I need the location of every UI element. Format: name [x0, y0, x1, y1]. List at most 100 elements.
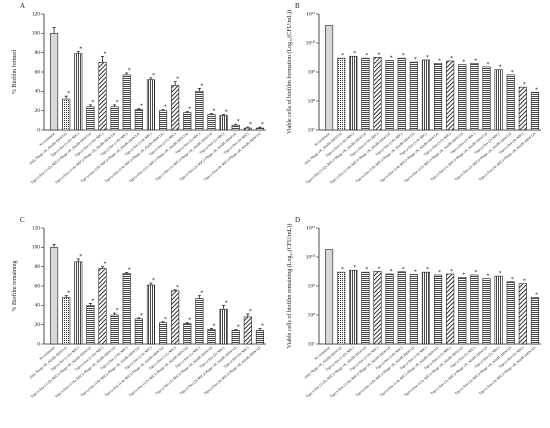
bar	[349, 55, 358, 131]
bar	[74, 53, 83, 131]
significance-mark: *	[474, 58, 477, 64]
significance-mark: *	[462, 60, 465, 66]
bar	[50, 33, 59, 131]
y-tick-label: 10⁹	[308, 69, 316, 75]
panel-label: D	[295, 216, 300, 224]
bar	[243, 316, 252, 345]
bar	[122, 74, 131, 131]
significance-mark: *	[79, 254, 82, 260]
bar	[195, 298, 204, 345]
significance-mark: *	[213, 109, 216, 115]
y-tick-label: 100	[32, 31, 41, 37]
bar	[255, 330, 264, 345]
bar	[134, 109, 143, 131]
significance-mark: *	[353, 51, 356, 57]
significance-mark: *	[426, 267, 429, 273]
significance-mark: *	[523, 279, 526, 285]
bar	[62, 98, 71, 131]
x-tick-label: Tigecycline (4x MIC)+Phage vB_AbaM-ABW11…	[478, 346, 537, 396]
bar	[183, 112, 192, 131]
bar	[482, 278, 491, 345]
bar	[255, 127, 264, 131]
significance-mark: *	[261, 324, 264, 330]
bar	[482, 66, 491, 131]
significance-mark: *	[188, 107, 191, 113]
bar	[195, 91, 204, 131]
significance-mark: *	[450, 269, 453, 275]
bar	[506, 74, 515, 131]
significance-mark: *	[164, 105, 167, 111]
bar	[231, 330, 240, 345]
bar	[159, 110, 168, 131]
y-tick-label: 10⁹	[308, 283, 316, 289]
bar	[98, 62, 107, 131]
x-tick-label: Tigecycline (4x MIC)+Phage vB_AbaM-ABW11…	[203, 132, 262, 182]
bar	[159, 322, 168, 345]
bar	[325, 25, 334, 131]
significance-mark: *	[365, 53, 368, 59]
significance-mark: *	[152, 73, 155, 79]
y-tick-label: 120	[32, 11, 41, 17]
bar	[219, 308, 228, 345]
significance-mark: *	[91, 100, 94, 106]
panel-label: C	[20, 216, 25, 224]
significance-mark: *	[67, 291, 70, 297]
bar	[337, 57, 346, 131]
significance-mark: *	[237, 325, 240, 331]
significance-mark: *	[128, 68, 131, 74]
significance-mark: *	[462, 272, 465, 278]
bar	[409, 274, 418, 345]
significance-mark: *	[378, 266, 381, 272]
y-axis-label: Viable cells of biofilm formation (Log₁₀…	[286, 10, 293, 134]
bar	[122, 273, 131, 345]
significance-mark: *	[79, 47, 82, 53]
significance-mark: *	[438, 270, 441, 276]
y-tick-label: 0	[37, 341, 40, 347]
significance-mark: *	[341, 267, 344, 273]
significance-mark: *	[523, 82, 526, 88]
bar	[446, 60, 455, 131]
significance-mark: *	[511, 277, 514, 283]
bar	[207, 114, 216, 131]
y-tick-label: 10⁷	[308, 127, 316, 133]
bar	[110, 106, 119, 131]
significance-mark: *	[91, 298, 94, 304]
significance-mark: *	[128, 267, 131, 273]
bar	[397, 271, 406, 345]
bar	[74, 261, 83, 345]
significance-mark: *	[402, 53, 405, 59]
significance-mark: *	[104, 262, 107, 268]
y-tick-label: 40	[35, 89, 41, 95]
bar	[146, 79, 155, 131]
bar	[373, 271, 382, 345]
significance-mark: *	[426, 55, 429, 61]
significance-mark: *	[164, 317, 167, 323]
bar	[409, 61, 418, 131]
bar	[458, 276, 467, 345]
y-tick-label: 10¹¹	[306, 225, 315, 231]
y-tick-label: 80	[35, 50, 41, 56]
significance-mark: *	[487, 274, 490, 280]
bar	[470, 62, 479, 131]
y-tick-label: 20	[35, 108, 41, 114]
significance-mark: *	[116, 308, 119, 314]
y-tick-label: 10¹⁰	[306, 253, 316, 260]
significance-mark: *	[353, 265, 356, 271]
bar	[506, 281, 515, 345]
y-tick-label: 120	[32, 225, 41, 231]
bar	[434, 274, 443, 345]
significance-mark: *	[67, 91, 70, 97]
bar	[86, 305, 95, 345]
y-tick-label: 10¹¹	[306, 11, 315, 17]
significance-mark: *	[261, 122, 264, 128]
significance-mark: *	[225, 300, 228, 306]
bar	[421, 59, 430, 131]
significance-mark: *	[176, 77, 179, 83]
y-tick-label: 10⁷	[308, 341, 316, 347]
significance-mark: *	[402, 267, 405, 273]
y-tick-label: 60	[35, 283, 41, 289]
bar	[98, 268, 107, 345]
